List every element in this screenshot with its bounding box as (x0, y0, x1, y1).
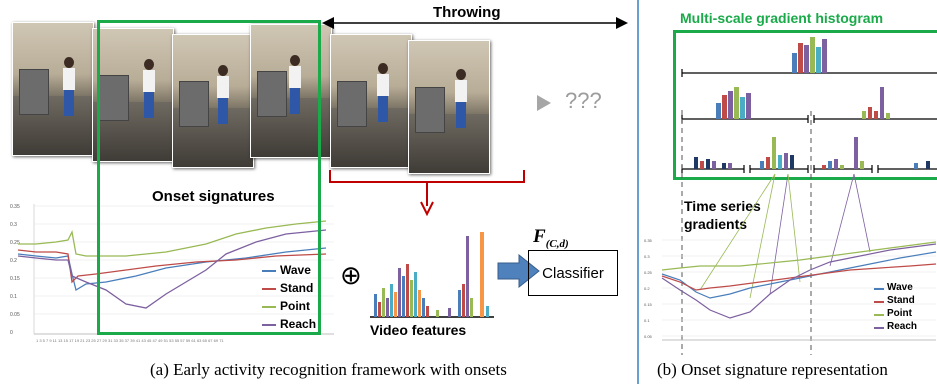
svg-text:0.15: 0.15 (644, 302, 653, 307)
video-features-histogram (370, 232, 494, 318)
classifier-box: Classifier (528, 250, 618, 296)
svg-text:0.3: 0.3 (644, 254, 650, 259)
video-frame-5 (330, 34, 412, 168)
onset-window-box (97, 20, 321, 335)
multiscale-histogram-box (673, 30, 937, 180)
video-frame-3 (172, 34, 254, 168)
plus-icon: ⊕ (340, 260, 362, 290)
svg-text:0.3: 0.3 (10, 222, 17, 228)
gradient-line-chart: 0.35 0.3 0.25 0.2 0.15 0.1 0.05 (644, 173, 936, 341)
throwing-span-arrow (322, 17, 628, 29)
video-frame-4 (250, 24, 332, 158)
unknown-label: ??? (565, 88, 602, 113)
caption-b: (b) Onset signature representation (657, 360, 888, 379)
dashed-guides (681, 110, 812, 355)
multiscale-label: Multi-scale gradient histogram (680, 10, 884, 26)
onset-line-chart: 0.35 0.3 0.25 0.2 0.15 0.1 0.05 0 1 3 5 7 9 1… (10, 204, 334, 343)
throwing-label: Throwing (433, 4, 501, 21)
red-bracket-arrow (329, 170, 525, 217)
svg-text:0.1: 0.1 (644, 318, 650, 323)
svg-text:0.15: 0.15 (10, 276, 20, 282)
video-frame-1 (12, 22, 94, 156)
svg-text:0.25: 0.25 (644, 270, 653, 275)
svg-text:0.35: 0.35 (10, 204, 20, 210)
onset-signatures-label: Onset signatures (150, 188, 277, 205)
time-series-label: Time series gradients (684, 198, 761, 232)
svg-text:0: 0 (10, 330, 13, 336)
svg-text:0.2: 0.2 (10, 258, 17, 264)
svg-text:0.1: 0.1 (10, 294, 17, 300)
video-frame-6 (408, 40, 490, 174)
video-frame-2 (92, 28, 174, 162)
svg-text:1 3 5 7 9 11 13 15 17 19 21 23: 1 3 5 7 9 11 13 15 17 19 21 23 25 27 29 … (36, 338, 224, 343)
panel-divider (637, 0, 639, 384)
play-arrow-icon (537, 95, 551, 111)
svg-text:0.05: 0.05 (10, 312, 20, 318)
classifier-function: F(C,d) (533, 226, 569, 250)
video-features-label: Video features (370, 322, 467, 338)
svg-text:0.05: 0.05 (644, 334, 653, 339)
svg-text:0.35: 0.35 (644, 238, 653, 243)
svg-text:0.25: 0.25 (10, 240, 20, 246)
svg-text:0.2: 0.2 (644, 286, 650, 291)
caption-a: (a) Early activity recognition framework… (150, 360, 507, 379)
